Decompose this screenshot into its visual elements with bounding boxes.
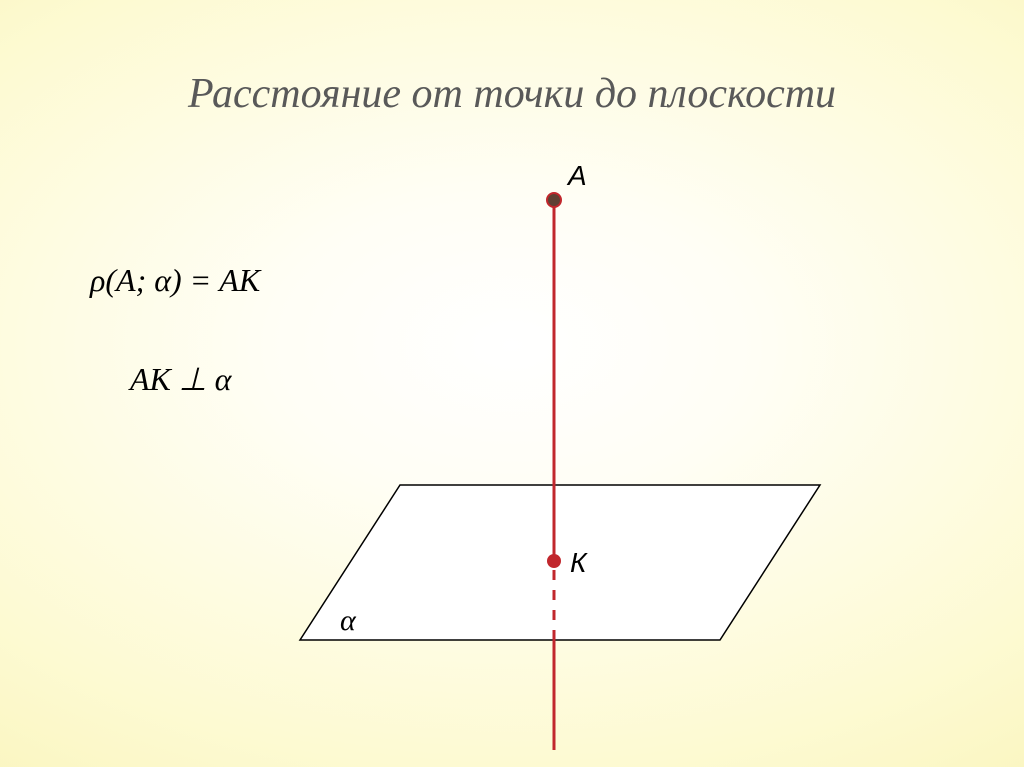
label-k: К bbox=[570, 547, 588, 578]
label-alpha: α bbox=[340, 604, 357, 637]
point-k bbox=[547, 554, 561, 568]
diagram-svg: А К α bbox=[0, 0, 1024, 767]
slide: Расстояние от точки до плоскости ρ(A; α)… bbox=[0, 0, 1024, 767]
point-a bbox=[547, 193, 561, 207]
label-a: А bbox=[566, 160, 587, 191]
